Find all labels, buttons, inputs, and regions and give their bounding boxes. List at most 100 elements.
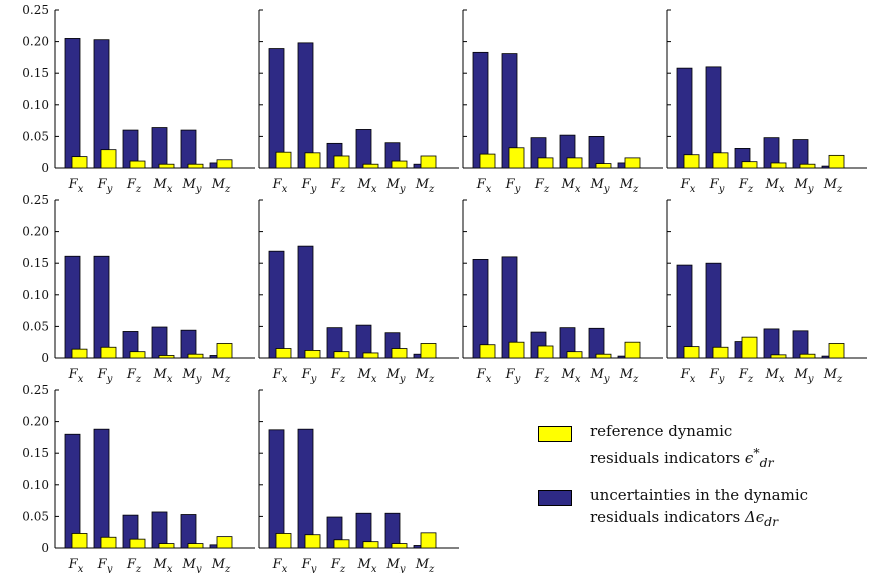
x-tick-label: My [386, 177, 406, 195]
x-tick-label: Fx [68, 367, 84, 385]
x-tick-label: Fx [68, 177, 84, 195]
bar-reference-F_z [129, 351, 146, 359]
bar-uncertainty-M_x [355, 129, 372, 169]
x-tick-label: Fy [709, 177, 725, 195]
bar-reference-M_y [391, 160, 408, 169]
x-tick-label: Fy [301, 177, 317, 195]
x-tick-label: Mx [357, 177, 377, 195]
bar-reference-M_x [770, 162, 787, 169]
bar-uncertainty-M_y [180, 129, 197, 169]
bar-reference-F_y [304, 350, 321, 359]
y-tick-label: 0.25 [22, 193, 49, 207]
y-tick-label: 0.25 [22, 3, 49, 17]
y-tick-label: 0 [41, 541, 49, 555]
bar-reference-M_x [158, 355, 175, 359]
x-tick-label: Mz [415, 367, 435, 385]
bar-uncertainty-F_x [472, 259, 489, 359]
bar-reference-M_y [595, 163, 612, 169]
bar-reference-F_z [333, 539, 350, 549]
chart-panel-6: Fx Fy Fz Mx My Mz [258, 199, 459, 385]
x-tick-label: Fz [126, 177, 142, 195]
y-tick-label: 0.20 [22, 415, 49, 429]
x-tick-label: Fy [505, 177, 521, 195]
bar-uncertainty-F_y [93, 39, 110, 169]
bar-reference-M_z [828, 154, 845, 169]
legend-label-reference: reference dynamic [590, 422, 733, 440]
y-tick-label: 0.10 [22, 98, 49, 112]
x-tick-label: Fx [680, 177, 696, 195]
y-tick-label: 0.05 [22, 509, 49, 523]
bar-reference-M_x [362, 163, 379, 169]
x-tick-label: Fy [709, 367, 725, 385]
x-tick-label: My [794, 367, 814, 385]
bar-reference-F_z [741, 161, 758, 169]
x-tick-label: Mx [357, 367, 377, 385]
x-tick-label: Mz [823, 367, 843, 385]
bar-reference-F_x [71, 348, 88, 359]
y-tick-label: 0.25 [22, 383, 49, 397]
x-tick-label: Fy [301, 367, 317, 385]
x-tick-label: Fy [97, 557, 113, 573]
x-tick-label: Mx [153, 367, 173, 385]
bar-reference-M_x [158, 163, 175, 169]
bar-reference-M_x [566, 157, 583, 169]
legend-label-uncertainty-line2: residuals indicators [590, 508, 745, 526]
bar-uncertainty-F_y [705, 262, 722, 359]
bar-reference-M_x [362, 541, 379, 549]
bar-reference-M_z [420, 532, 437, 549]
y-tick-label: 0.15 [22, 66, 49, 80]
bar-reference-F_z [537, 157, 554, 169]
x-tick-label: Mz [211, 367, 231, 385]
bar-reference-M_z [216, 159, 233, 169]
bar-uncertainty-M_x [763, 328, 780, 359]
bar-reference-M_y [391, 543, 408, 549]
bar-uncertainty-F_x [472, 51, 489, 169]
bar-reference-F_y [100, 346, 117, 359]
chart-panel-5: 0 0.05 0.10 0.15 0.20 0.25 Fx Fy Fz Mx My Mz [22, 193, 255, 385]
bar-uncertainty-F_y [93, 428, 110, 549]
bar-reference-F_z [741, 336, 758, 359]
x-tick-label: Fx [272, 367, 288, 385]
x-tick-label: Fz [330, 177, 346, 195]
x-tick-label: Mz [619, 367, 639, 385]
legend-item-reference: reference dynamic residuals indicators ϵ… [538, 420, 878, 484]
bar-reference-F_x [275, 533, 292, 549]
x-tick-label: Mz [415, 177, 435, 195]
x-tick-label: Fz [738, 367, 754, 385]
y-tick-label: 0 [41, 351, 49, 365]
chart-panel-2: Fx Fy Fz Mx My Mz [258, 9, 459, 195]
bar-reference-M_y [799, 353, 816, 359]
legend-sub-uncertainty: dr [764, 514, 779, 529]
bar-reference-F_x [275, 348, 292, 359]
x-tick-label: My [182, 177, 202, 195]
bar-reference-F_y [304, 534, 321, 549]
x-tick-label: Fz [126, 367, 142, 385]
chart-panel-7: Fx Fy Fz Mx My Mz [462, 199, 663, 385]
chart-panel-9: 0 0.05 0.10 0.15 0.20 0.25 Fx Fy Fz Mx My Mz [22, 383, 255, 573]
x-tick-label: My [590, 177, 610, 195]
legend-symbol-reference: ϵ [744, 449, 754, 467]
bar-uncertainty-F_x [64, 433, 81, 549]
bar-uncertainty-F_x [268, 250, 285, 359]
bar-reference-M_z [624, 341, 641, 359]
x-tick-label: Fx [272, 177, 288, 195]
x-tick-label: Fz [738, 177, 754, 195]
y-tick-label: 0.15 [22, 256, 49, 270]
bar-reference-F_z [129, 160, 146, 169]
chart-panel-1: 0 0.05 0.10 0.15 0.20 0.25 Fx Fy Fz Mx My Mz [22, 3, 255, 195]
x-tick-label: My [386, 367, 406, 385]
bar-reference-M_x [770, 354, 787, 359]
bar-reference-M_y [595, 353, 612, 359]
bar-uncertainty-M_x [151, 127, 168, 169]
bar-reference-F_z [333, 351, 350, 359]
x-tick-label: Fz [330, 557, 346, 573]
x-tick-label: Fy [97, 367, 113, 385]
bar-reference-M_y [187, 353, 204, 359]
legend-symbol-uncertainty: Δϵ [744, 508, 765, 526]
bar-reference-F_x [683, 154, 700, 169]
y-tick-label: 0.20 [22, 225, 49, 239]
bar-reference-F_x [479, 153, 496, 169]
bar-reference-M_y [187, 163, 204, 169]
bar-reference-M_z [624, 157, 641, 169]
